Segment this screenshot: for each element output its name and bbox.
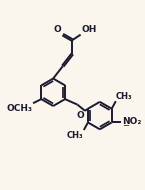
Text: OCH₃: OCH₃ <box>6 104 32 113</box>
Text: OH: OH <box>81 25 97 34</box>
Text: −: − <box>122 121 129 130</box>
Text: O: O <box>54 25 61 34</box>
Text: NO₂: NO₂ <box>122 117 141 126</box>
Text: O: O <box>77 112 84 120</box>
Text: CH₃: CH₃ <box>67 131 84 139</box>
Text: CH₃: CH₃ <box>116 92 133 101</box>
